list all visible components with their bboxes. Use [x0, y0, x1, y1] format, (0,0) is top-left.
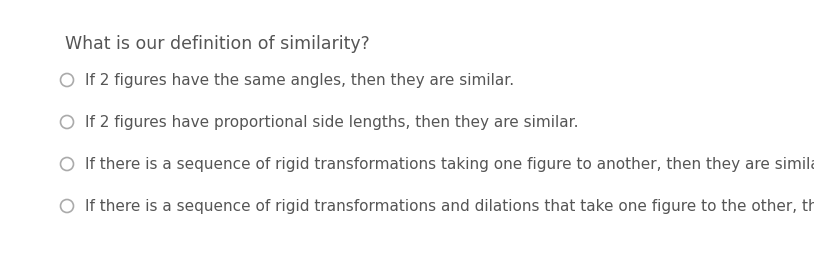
Text: If 2 figures have the same angles, then they are similar.: If 2 figures have the same angles, then … [85, 73, 514, 87]
Text: If 2 figures have proportional side lengths, then they are similar.: If 2 figures have proportional side leng… [85, 115, 579, 129]
Text: If there is a sequence of rigid transformations and dilations that take one figu: If there is a sequence of rigid transfor… [85, 198, 814, 214]
Text: If there is a sequence of rigid transformations taking one figure to another, th: If there is a sequence of rigid transfor… [85, 156, 814, 171]
Text: What is our definition of similarity?: What is our definition of similarity? [65, 35, 370, 53]
